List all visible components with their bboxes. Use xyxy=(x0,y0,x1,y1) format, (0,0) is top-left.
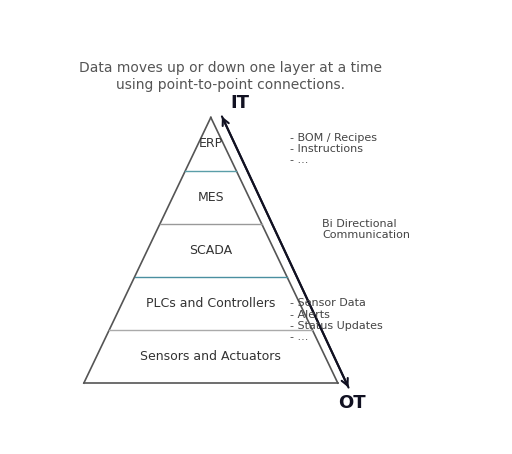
Polygon shape xyxy=(135,224,287,277)
Text: Data moves up or down one layer at a time
using point-to-point connections.: Data moves up or down one layer at a tim… xyxy=(79,61,382,92)
Text: - ...: - ... xyxy=(290,332,309,342)
Text: - BOM / Recipes: - BOM / Recipes xyxy=(290,133,377,143)
Text: IT: IT xyxy=(231,94,250,112)
Polygon shape xyxy=(84,330,338,383)
Text: Sensors and Actuators: Sensors and Actuators xyxy=(140,350,281,363)
Text: - Alerts: - Alerts xyxy=(290,310,330,320)
Polygon shape xyxy=(160,171,262,224)
Text: PLCs and Controllers: PLCs and Controllers xyxy=(146,297,275,310)
Polygon shape xyxy=(109,277,312,330)
Text: - Instructions: - Instructions xyxy=(290,144,363,154)
Polygon shape xyxy=(185,118,236,171)
Text: OT: OT xyxy=(338,394,366,412)
Text: SCADA: SCADA xyxy=(189,244,232,257)
Text: - ...: - ... xyxy=(290,155,309,165)
Text: MES: MES xyxy=(198,191,224,203)
Text: - Status Updates: - Status Updates xyxy=(290,321,383,331)
Text: Bi Directional: Bi Directional xyxy=(322,219,397,229)
Text: ERP: ERP xyxy=(199,138,223,150)
Text: Communication: Communication xyxy=(322,230,410,240)
Text: - Sensor Data: - Sensor Data xyxy=(290,298,366,308)
